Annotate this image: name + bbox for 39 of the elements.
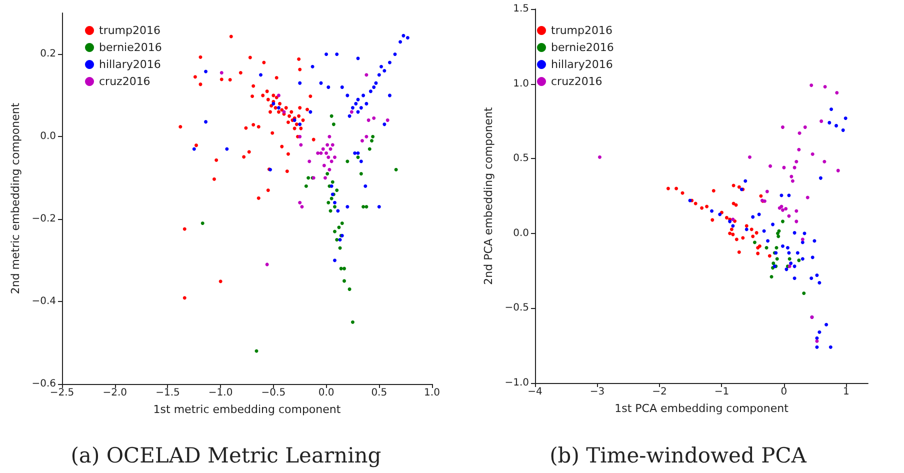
x-tick-label: −1 [714,386,730,398]
x-tick-label: −2 [652,386,667,398]
x-tick-label: −2.0 [102,388,128,398]
legend-label: bernie2016 [99,41,162,54]
x-tick-label: 0 [780,386,788,398]
legend-label: cruz2016 [99,75,150,88]
x-tick-label: −4 [528,386,542,398]
y-axis-title: 2nd PCA embedding component [482,106,495,285]
legend-label: bernie2016 [551,41,614,54]
x-tick-label: 1 [843,386,850,398]
x-tick-label: 0.0 [318,388,334,398]
x-tick-label: 0.5 [371,388,388,398]
y-tick-label: −0.4 [32,296,56,308]
y-tick-label: −0.5 [504,302,529,314]
legend-label: cruz2016 [551,75,602,88]
y-tick-label: 0.5 [513,153,529,164]
x-axis-title: 1st PCA embedding component [614,402,790,415]
legend-label: trump2016 [551,24,612,37]
y-axis-title: 2nd metric embedding component [8,102,22,294]
y-tick-label: 0.2 [40,48,56,60]
x-tick-label: −1.0 [208,388,233,398]
text: (b) Time-windowed PCA [550,444,808,468]
y-tick-label: 0.0 [40,131,56,142]
legend-label: trump2016 [99,24,160,37]
x-tick-label: −1.5 [156,388,180,398]
y-tick-label: 1.5 [513,4,529,14]
x-tick-label: 1.0 [424,388,440,398]
x-axis-title: 1st metric embedding component [153,403,342,416]
y-tick-label: 0.0 [513,228,529,239]
y-tick-label: −0.6 [32,378,56,390]
x-tick-label: −0.5 [261,388,286,398]
legend-label: hillary2016 [99,58,161,71]
text: (a) OCELAD Metric Learning [70,444,382,468]
y-tick-label: 1.0 [513,78,529,90]
x-tick-label: −2.5 [50,388,74,398]
y-tick-label: −0.2 [32,214,56,225]
legend-label: hillary2016 [551,58,613,71]
x-tick-label: −3 [590,386,605,398]
y-tick-label: −1.0 [504,378,529,388]
